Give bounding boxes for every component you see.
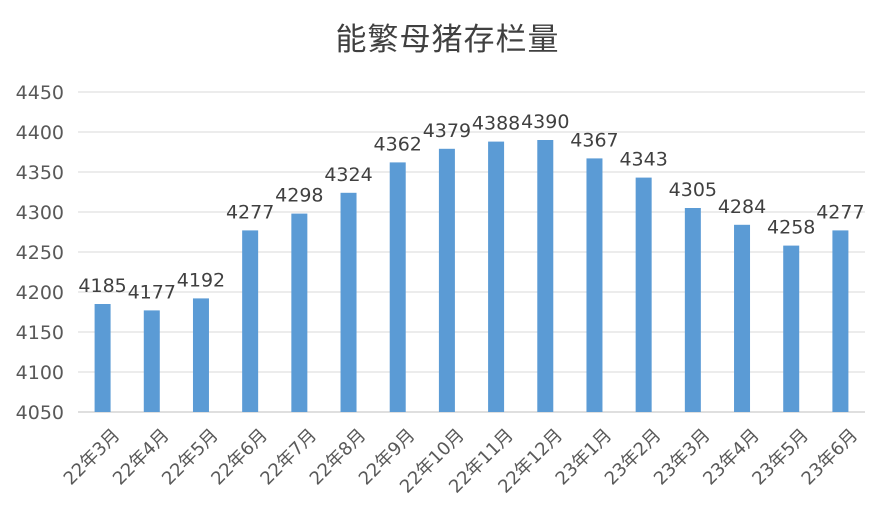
bar (832, 230, 849, 412)
data-label: 4277 (226, 201, 274, 223)
bars (94, 140, 849, 413)
bar (143, 310, 160, 412)
bar (537, 140, 554, 412)
y-tick-label: 4350 (16, 162, 64, 184)
bar (438, 148, 455, 413)
y-tick-label: 4400 (16, 122, 64, 144)
y-tick-label: 4050 (16, 402, 64, 424)
data-label: 4185 (78, 275, 126, 297)
y-tick-label: 4200 (16, 282, 64, 304)
bar (684, 208, 701, 412)
bar (94, 304, 111, 412)
y-tick-label: 4450 (16, 82, 64, 104)
data-label: 4284 (718, 196, 766, 218)
bar (586, 158, 603, 412)
x-axis-ticks: 22年3月22年4月22年5月22年6月22年7月22年8月22年9月22年10… (60, 425, 862, 498)
data-label: 4390 (521, 111, 569, 133)
bar (242, 230, 259, 412)
bar (734, 224, 751, 412)
bar (192, 298, 209, 412)
bar (291, 213, 308, 412)
y-axis-ticks: 4050 4100 4150 4200 4250 4300 4350 4400 4450 (16, 82, 64, 424)
data-label: 4367 (570, 129, 618, 151)
data-label: 4343 (619, 149, 667, 171)
bar (783, 245, 800, 412)
bar (389, 162, 406, 412)
data-label: 4192 (177, 269, 225, 291)
data-label: 4388 (472, 113, 520, 135)
data-label: 4258 (767, 217, 815, 239)
data-label: 4305 (669, 179, 717, 201)
y-tick-label: 4100 (16, 362, 64, 384)
chart-title: 能繁母猪存栏量 (335, 22, 560, 58)
gridlines (78, 91, 865, 413)
data-label: 4298 (275, 185, 323, 207)
data-label: 4324 (324, 164, 372, 186)
y-tick-label: 4150 (16, 322, 64, 344)
data-label: 4379 (423, 120, 471, 142)
data-label: 4277 (816, 201, 864, 223)
bar (488, 141, 505, 412)
bar (340, 192, 357, 412)
data-label: 4362 (374, 133, 422, 155)
data-label: 4177 (128, 281, 176, 303)
y-tick-label: 4300 (16, 202, 64, 224)
y-tick-label: 4250 (16, 242, 64, 264)
bar (635, 177, 652, 412)
